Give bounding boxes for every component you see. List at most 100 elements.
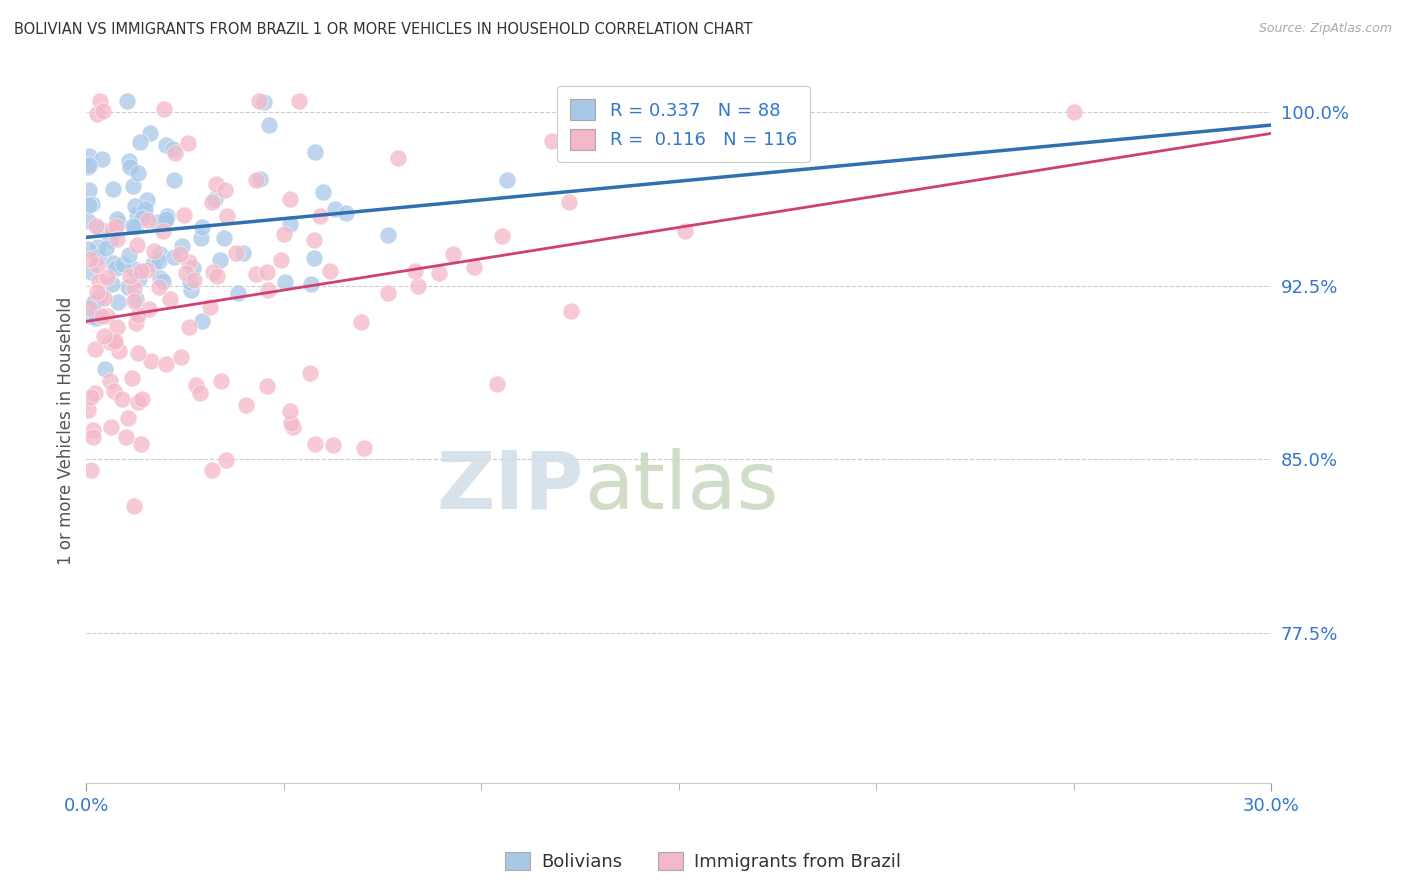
Point — [112, 257, 135, 271]
Point — [129, 135, 152, 149]
Point — [103, 336, 125, 351]
Point — [87, 240, 110, 254]
Point — [149, 247, 172, 261]
Point — [84, 294, 107, 309]
Point — [105, 211, 128, 226]
Point — [253, 95, 276, 110]
Point — [77, 148, 100, 162]
Point — [127, 308, 149, 322]
Point — [309, 209, 332, 223]
Point — [103, 384, 125, 398]
Point — [100, 419, 122, 434]
Point — [101, 256, 124, 270]
Point — [496, 173, 519, 187]
Point — [90, 153, 112, 167]
Point — [204, 177, 226, 191]
Point — [118, 268, 141, 283]
Point — [149, 270, 172, 285]
Point — [111, 392, 134, 407]
Point — [427, 266, 450, 280]
Point — [122, 281, 145, 295]
Point — [146, 214, 169, 228]
Point — [138, 301, 160, 316]
Point — [278, 404, 301, 418]
Point — [103, 334, 125, 348]
Point — [98, 374, 121, 388]
Point — [463, 260, 485, 274]
Point — [131, 392, 153, 406]
Point — [257, 283, 280, 297]
Point — [387, 151, 409, 165]
Point — [105, 232, 128, 246]
Point — [125, 316, 148, 330]
Point — [226, 285, 249, 300]
Point — [155, 357, 177, 371]
Point — [404, 264, 426, 278]
Point — [122, 262, 145, 277]
Point — [79, 252, 101, 267]
Point — [143, 244, 166, 259]
Point — [179, 255, 201, 269]
Point — [190, 314, 212, 328]
Point — [87, 274, 110, 288]
Y-axis label: 1 or more Vehicles in Household: 1 or more Vehicles in Household — [58, 296, 75, 565]
Point — [101, 222, 124, 236]
Point — [103, 182, 125, 196]
Point — [155, 137, 177, 152]
Point — [312, 185, 335, 199]
Point — [77, 161, 100, 175]
Point — [121, 370, 143, 384]
Point — [673, 224, 696, 238]
Point — [257, 118, 280, 132]
Point — [108, 344, 131, 359]
Point — [104, 261, 127, 276]
Point — [77, 157, 100, 171]
Point — [86, 259, 108, 273]
Point — [335, 206, 357, 220]
Point — [93, 328, 115, 343]
Point — [89, 222, 111, 236]
Point — [124, 220, 146, 235]
Point — [94, 361, 117, 376]
Point — [127, 395, 149, 409]
Point — [173, 208, 195, 222]
Point — [141, 354, 163, 368]
Point — [117, 279, 139, 293]
Point — [100, 233, 122, 247]
Point — [129, 437, 152, 451]
Point — [235, 398, 257, 412]
Point — [304, 145, 326, 160]
Point — [142, 257, 165, 271]
Point — [148, 280, 170, 294]
Text: ZIP: ZIP — [437, 448, 583, 526]
Point — [377, 227, 399, 242]
Point — [80, 463, 103, 477]
Point — [117, 410, 139, 425]
Point — [77, 242, 100, 256]
Point — [181, 260, 204, 275]
Point — [163, 250, 186, 264]
Point — [156, 209, 179, 223]
Point — [77, 183, 100, 197]
Point — [107, 216, 129, 230]
Point — [91, 103, 114, 118]
Point — [323, 202, 346, 216]
Point — [121, 179, 143, 194]
Point — [152, 274, 174, 288]
Point — [247, 94, 270, 108]
Point — [82, 296, 104, 310]
Point — [202, 265, 225, 279]
Text: atlas: atlas — [583, 448, 779, 526]
Point — [152, 224, 174, 238]
Point — [288, 94, 311, 108]
Point — [79, 309, 101, 323]
Point — [135, 194, 157, 208]
Point — [170, 350, 193, 364]
Point — [304, 437, 326, 451]
Point — [103, 224, 125, 238]
Point — [558, 194, 581, 209]
Point — [122, 500, 145, 514]
Point — [441, 247, 464, 261]
Point — [84, 386, 107, 401]
Point — [131, 211, 153, 226]
